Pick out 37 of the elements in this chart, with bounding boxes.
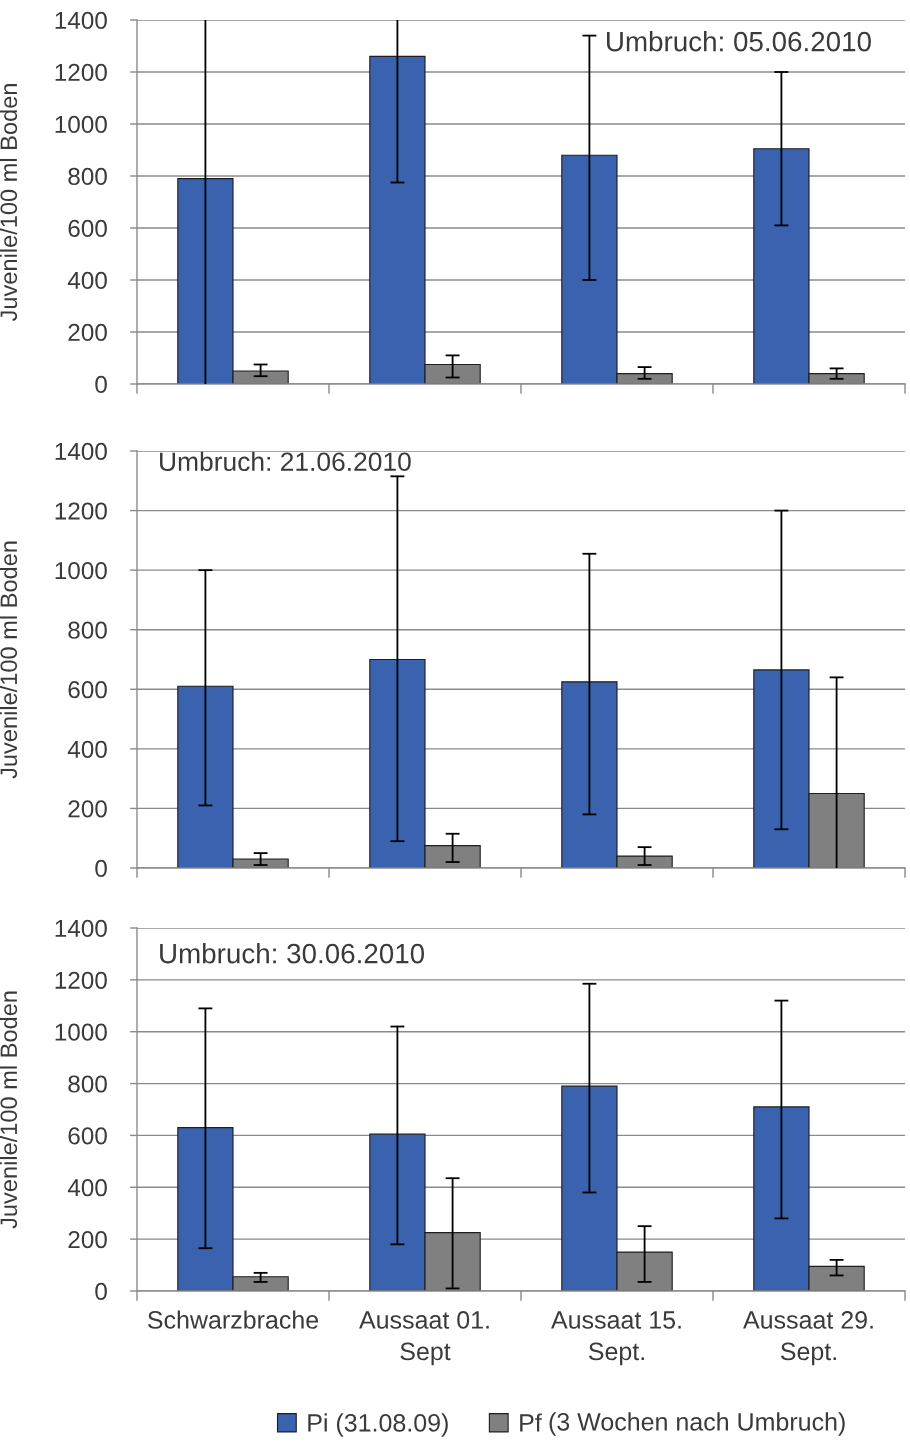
y-tick-label: 1400	[55, 442, 107, 461]
y-axis-title: Juvenile/100 ml Boden	[0, 84, 18, 322]
y-axis-title: Juvenile/100 ml Boden	[0, 991, 18, 1229]
y-tick-label: 600	[68, 1127, 107, 1145]
y-tick-label: 400	[67, 740, 107, 758]
y-tick-label: 1200	[55, 502, 107, 520]
y-tick-label: 600	[68, 681, 107, 699]
y-tick-label: 400	[67, 1179, 107, 1197]
y-tick-label: 1000	[55, 1023, 107, 1041]
y-tick-label: 0	[95, 859, 107, 878]
y-tick-label: 1200	[55, 63, 107, 82]
y-tick-label: 1000	[55, 561, 107, 580]
x-tick-label: Schwarzbrache	[147, 1310, 319, 1329]
annotation: Umbruch: 21.06.2010	[160, 451, 411, 472]
y-tick-label: 1400	[55, 11, 107, 30]
legend-label: Pf	[520, 1413, 542, 1432]
x-tick-label: Aussaat 29. Sept.	[743, 1311, 873, 1366]
y-tick-label: 0	[95, 1282, 107, 1301]
y-tick-label: 200	[68, 323, 107, 342]
x-tick-label: Aussaat 15. Sept.	[551, 1311, 681, 1366]
y-tick-label: 600	[68, 219, 107, 238]
y-tick-label: 1000	[55, 115, 107, 134]
x-tick-label: Aussaat 01. Sept	[359, 1311, 489, 1366]
legend-label: Pi (31.08.09)	[308, 1413, 448, 1437]
y-tick-label: 0	[95, 375, 107, 394]
y-tick-label: 1400	[55, 919, 107, 938]
y-tick-label: 1200	[55, 971, 107, 989]
annotation: Umbruch: 05.06.2010	[607, 31, 871, 52]
y-tick-label: 200	[68, 800, 107, 818]
annotation: Umbruch: 30.06.2010	[160, 943, 425, 964]
y-tick-label: 400	[67, 271, 107, 290]
y-tick-label: 200	[68, 1230, 107, 1249]
y-tick-label: 800	[68, 1075, 107, 1093]
y-axis-title: Juvenile/100 ml Boden	[0, 541, 18, 779]
y-tick-label: 800	[68, 621, 107, 639]
text: (3 Wochen nach Umbruch)	[549, 1412, 845, 1436]
y-tick-label: 800	[68, 167, 107, 186]
